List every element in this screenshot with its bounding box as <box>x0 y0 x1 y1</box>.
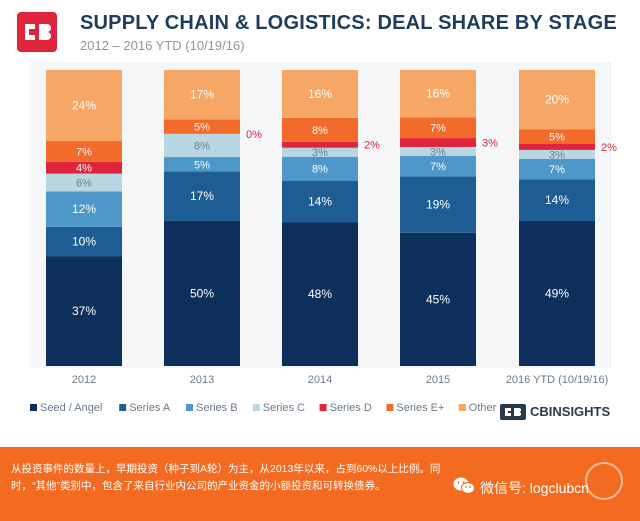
bar-segment-other <box>164 70 240 120</box>
bar-segment-other <box>282 70 358 118</box>
data-label: 8% <box>312 164 328 176</box>
bar-segment-series-c <box>400 146 476 156</box>
data-label: 4% <box>76 163 92 175</box>
data-label: 3% <box>430 146 446 158</box>
bar-segment-series-d <box>400 138 476 147</box>
bar-segment-series-e- <box>164 119 240 134</box>
data-label: 19% <box>426 198 450 212</box>
data-label: 8% <box>312 125 328 137</box>
footer-text: 从投资事件的数量上，早期投资（种子到A轮）为主，从2013年以来，占到60%以上… <box>11 463 441 492</box>
bar-segment-series-b <box>46 191 122 227</box>
data-label: 16% <box>308 87 332 101</box>
bar-segment-series-a <box>282 180 358 223</box>
legend-swatch <box>30 404 37 411</box>
x-tick-label: 2015 <box>426 374 450 386</box>
page-title: SUPPLY CHAIN & LOGISTICS: DEAL SHARE BY … <box>80 12 617 34</box>
data-label: 5% <box>194 122 210 134</box>
data-label: 48% <box>308 287 332 301</box>
data-label-outside: 3% <box>482 138 498 150</box>
legend-swatch <box>186 404 193 411</box>
bar-segment-series-c <box>519 149 595 159</box>
data-label-outside: 2% <box>601 142 617 154</box>
bar-segment-series-d <box>282 141 358 148</box>
data-label: 7% <box>430 161 446 173</box>
data-label: 7% <box>549 164 565 176</box>
data-label: 45% <box>426 292 450 306</box>
legend-label: Other <box>469 402 497 414</box>
data-label: 20% <box>545 93 569 107</box>
legend-label: Series E+ <box>396 402 444 414</box>
bar-segment-series-b <box>164 157 240 172</box>
data-label: 7% <box>430 123 446 135</box>
cbinsights-brand-icon <box>500 404 526 420</box>
legend-label: Series A <box>129 402 171 414</box>
bar-segment-series-e- <box>46 141 122 162</box>
data-label: 37% <box>72 304 96 318</box>
data-label: 3% <box>549 149 565 161</box>
data-label: 7% <box>76 146 92 158</box>
data-label-outside: 2% <box>364 140 380 152</box>
bar-segment-series-a <box>400 176 476 233</box>
legend-swatch <box>319 404 327 411</box>
legend-label: Series C <box>263 402 305 414</box>
legend-label: Series B <box>196 402 238 414</box>
bar-segment-series-e- <box>400 117 476 139</box>
bar-segment-series-a <box>164 171 240 221</box>
x-tick-label: 2013 <box>190 374 214 386</box>
data-label: 10% <box>72 235 96 249</box>
bar-segment-series-c <box>282 147 358 157</box>
data-label-outside: 0% <box>246 129 262 141</box>
data-label: 5% <box>549 132 565 144</box>
bar-segment-series-a <box>519 179 595 221</box>
bar-segment-other <box>400 70 476 118</box>
wechat-icon <box>453 477 475 494</box>
data-label: 14% <box>545 193 569 207</box>
data-label: 16% <box>426 87 450 101</box>
bar-segment-series-e- <box>519 129 595 144</box>
data-label: 50% <box>190 286 214 300</box>
data-label: 5% <box>194 159 210 171</box>
data-label: 17% <box>190 189 214 203</box>
bar-segment-series-c <box>164 133 240 158</box>
brand-name: CBINSIGHTS <box>530 404 611 419</box>
cbinsights-logo-icon <box>17 12 57 52</box>
bar-segment-seed-angel <box>164 220 240 366</box>
legend-swatch <box>252 404 260 411</box>
data-label: 14% <box>308 195 332 209</box>
x-tick-label: 2016 YTD (10/19/16) <box>506 374 609 386</box>
bar-segment-series-b <box>519 158 595 180</box>
x-tick-label: 2012 <box>72 374 96 386</box>
footer-banner <box>0 447 640 521</box>
bar-segment-seed-angel <box>282 222 358 366</box>
data-label: 6% <box>76 177 92 189</box>
bar-segment-series-d <box>519 144 595 150</box>
bar-segment-series-a <box>46 226 122 257</box>
legend-label: Seed / Angel <box>40 402 102 414</box>
bar-segment-series-b <box>282 156 358 181</box>
data-label: 24% <box>72 99 96 113</box>
legend-swatch <box>386 404 394 411</box>
data-label: 8% <box>194 140 210 152</box>
legend-swatch <box>119 404 127 411</box>
legend-label: Series D <box>330 402 372 414</box>
watermark-icon <box>585 462 623 500</box>
bar-segment-series-c <box>46 173 122 192</box>
data-label: 3% <box>312 147 328 159</box>
wechat-id-label: 微信号: logclubcn <box>480 480 589 496</box>
stacked-bar-chart: 37% 10% 12% 6% 4% 7% 24% 2012 50% 17% 5% 8% 0% 5% 17% 2… <box>30 62 617 414</box>
bar-segment-seed-angel <box>400 232 476 366</box>
bar-segment-series-d <box>46 161 122 174</box>
data-label: 49% <box>545 286 569 300</box>
x-tick-label: 2014 <box>308 374 332 386</box>
data-label: 12% <box>72 202 96 216</box>
bar-segment-other <box>519 70 595 130</box>
bar-segment-seed-angel <box>519 220 595 366</box>
bar-segment-series-e- <box>282 117 358 142</box>
bar-segment-other <box>46 70 122 142</box>
data-label: 17% <box>190 88 214 102</box>
bar-segment-seed-angel <box>46 256 122 366</box>
page-subtitle: 2012 – 2016 YTD (10/19/16) <box>80 38 245 53</box>
bar-segment-series-b <box>400 155 476 177</box>
legend-swatch <box>458 404 466 411</box>
